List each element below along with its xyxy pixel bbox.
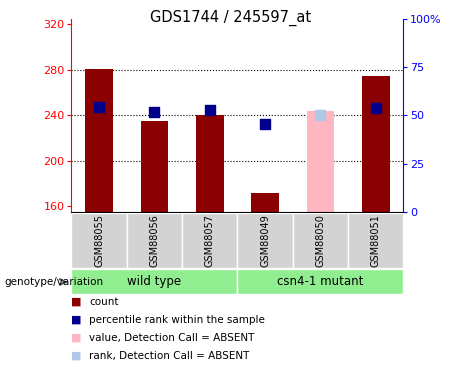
Bar xyxy=(141,121,168,212)
Bar xyxy=(196,116,224,212)
Text: GDS1744 / 245597_at: GDS1744 / 245597_at xyxy=(150,9,311,26)
Text: GSM88049: GSM88049 xyxy=(260,214,270,267)
Bar xyxy=(348,213,403,268)
Text: percentile rank within the sample: percentile rank within the sample xyxy=(89,315,265,325)
Text: wild type: wild type xyxy=(127,275,182,288)
Point xyxy=(261,122,269,128)
Bar xyxy=(182,213,237,268)
Text: ■: ■ xyxy=(71,351,82,361)
Text: ■: ■ xyxy=(71,315,82,325)
Text: value, Detection Call = ABSENT: value, Detection Call = ABSENT xyxy=(89,333,254,343)
Bar xyxy=(237,213,293,268)
Text: genotype/variation: genotype/variation xyxy=(5,277,104,287)
Text: GSM88056: GSM88056 xyxy=(149,214,160,267)
Bar xyxy=(307,111,334,212)
Point xyxy=(372,105,379,111)
Text: ■: ■ xyxy=(71,297,82,307)
Bar xyxy=(71,269,237,294)
Point xyxy=(206,106,213,112)
Text: GSM88050: GSM88050 xyxy=(315,214,325,267)
Text: rank, Detection Call = ABSENT: rank, Detection Call = ABSENT xyxy=(89,351,249,361)
Bar xyxy=(362,75,390,212)
Point xyxy=(95,104,103,110)
Bar xyxy=(127,213,182,268)
Text: count: count xyxy=(89,297,118,307)
Bar xyxy=(293,213,348,268)
Text: GSM88057: GSM88057 xyxy=(205,214,215,267)
Text: ■: ■ xyxy=(71,333,82,343)
Text: GSM88051: GSM88051 xyxy=(371,214,381,267)
Bar xyxy=(237,269,403,294)
Bar xyxy=(71,213,127,268)
Text: GSM88055: GSM88055 xyxy=(94,214,104,267)
Point xyxy=(317,112,324,118)
Bar xyxy=(251,193,279,212)
Bar xyxy=(85,69,113,212)
Point xyxy=(151,109,158,115)
Text: csn4-1 mutant: csn4-1 mutant xyxy=(277,275,364,288)
